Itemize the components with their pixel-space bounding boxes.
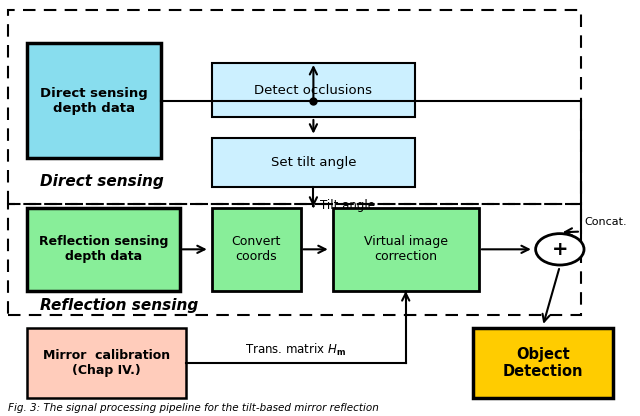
Text: Convert
coords: Convert coords bbox=[232, 235, 281, 263]
FancyBboxPatch shape bbox=[27, 43, 161, 158]
Circle shape bbox=[536, 234, 584, 265]
FancyBboxPatch shape bbox=[27, 208, 180, 291]
FancyBboxPatch shape bbox=[333, 208, 479, 291]
FancyBboxPatch shape bbox=[211, 63, 415, 117]
FancyBboxPatch shape bbox=[211, 138, 415, 187]
Text: Trans. matrix $\mathbf{\mathit{H}_m}$: Trans. matrix $\mathbf{\mathit{H}_m}$ bbox=[245, 342, 346, 358]
Text: Fig. 3: The signal processing pipeline for the tilt-based mirror reflection: Fig. 3: The signal processing pipeline f… bbox=[8, 403, 379, 413]
Text: Direct sensing
depth data: Direct sensing depth data bbox=[40, 87, 148, 114]
FancyBboxPatch shape bbox=[472, 328, 612, 398]
Text: Detect occlusions: Detect occlusions bbox=[254, 84, 372, 97]
Text: Concat.: Concat. bbox=[584, 217, 627, 227]
FancyBboxPatch shape bbox=[27, 328, 186, 398]
Text: Reflection sensing: Reflection sensing bbox=[40, 297, 198, 312]
Text: Tilt angle: Tilt angle bbox=[320, 199, 375, 213]
Text: Set tilt angle: Set tilt angle bbox=[271, 156, 356, 169]
Bar bbox=[8, 10, 581, 204]
Text: Virtual image
correction: Virtual image correction bbox=[364, 235, 448, 263]
Text: Object
Detection: Object Detection bbox=[502, 347, 583, 379]
Text: Reflection sensing
depth data: Reflection sensing depth data bbox=[38, 235, 168, 263]
Text: Mirror  calibration
(Chap IV.): Mirror calibration (Chap IV.) bbox=[43, 349, 170, 377]
Text: Direct sensing: Direct sensing bbox=[40, 173, 163, 188]
Bar bbox=[8, 204, 581, 315]
Text: +: + bbox=[552, 240, 568, 259]
FancyBboxPatch shape bbox=[211, 208, 301, 291]
